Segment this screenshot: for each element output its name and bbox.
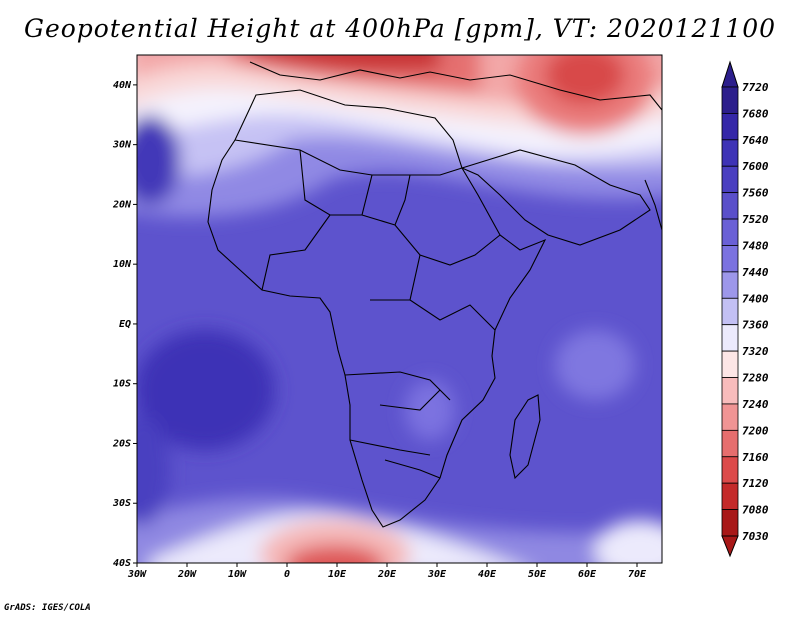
lat-tick-label: 40S <box>113 558 131 569</box>
lat-tick-label: 30N <box>112 140 132 151</box>
colorbar-swatch <box>721 165 739 194</box>
lon-tick-label: 20E <box>377 569 397 580</box>
longitude-axis: 30W 20W 10W 0 10E 20E 30E 40E 50E 60E 70E <box>127 563 647 580</box>
lat-tick-label: 30S <box>112 498 131 509</box>
colorbar-label: 7600 <box>742 160 769 173</box>
lon-tick-label: 60E <box>578 569 597 580</box>
colorbar-label: 7280 <box>742 372 769 385</box>
colorbar-label: 7200 <box>742 424 769 437</box>
colorbar-label: 7640 <box>742 134 769 147</box>
lat-tick-label: 20N <box>112 199 132 210</box>
colorbar-swatch <box>721 218 739 246</box>
lat-tick-label: 20S <box>112 438 131 449</box>
africa-coast <box>207 89 547 528</box>
lat-tick-label: EQ <box>119 319 131 330</box>
colorbar-label: 7120 <box>742 477 769 490</box>
colorbar-swatch <box>721 350 739 378</box>
colorbar-swatch <box>721 245 739 273</box>
lon-tick-label: 50E <box>528 569 547 580</box>
latitude-axis: 40N 30N 20N 10N EQ 10S 20S 30S 40S <box>112 80 137 569</box>
coastlines <box>207 61 662 528</box>
borders-4 <box>394 224 501 331</box>
borders-5 <box>370 299 441 479</box>
colorbar-swatch <box>721 297 739 326</box>
madagascar <box>509 394 541 480</box>
lon-tick-label: 10E <box>328 569 347 580</box>
credit-text: GrADS: IGES/COLA <box>4 603 91 613</box>
colorbar-swatch <box>721 192 739 220</box>
colorbar-swatch <box>721 429 739 458</box>
lon-tick-label: 20W <box>177 569 197 580</box>
arabia <box>460 149 651 246</box>
colorbar-label: 7440 <box>742 266 769 279</box>
colorbar-label: 7030 <box>742 530 769 543</box>
colorbar-min-arrow <box>721 535 739 558</box>
colorbar-label: 7160 <box>742 451 769 464</box>
colorbar-swatch <box>721 403 739 431</box>
lon-tick-label: 30W <box>127 569 147 580</box>
colorbar-swatch <box>721 271 739 299</box>
map-frame <box>136 54 663 564</box>
colorbar-label: 7680 <box>742 107 769 120</box>
colorbar-swatch <box>721 86 739 114</box>
height-field <box>137 55 662 563</box>
map-title: Geopotential Height at 400hPa [gpm], VT:… <box>23 14 777 43</box>
india-coast <box>644 179 662 231</box>
lat-tick-label: 10S <box>113 379 131 390</box>
lon-tick-label: 30E <box>427 569 447 580</box>
colorbar: 7720 7680 7640 7600 7560 7520 7480 7440 7400 7360… <box>721 60 769 558</box>
colorbar-label: 7240 <box>742 398 769 411</box>
colorbar-swatch <box>721 509 739 537</box>
lon-tick-label: 10W <box>228 569 247 580</box>
lon-tick-label: 40E <box>478 569 497 580</box>
colorbar-label: 7400 <box>742 292 769 305</box>
europe-coast <box>249 61 662 111</box>
colorbar-swatch <box>721 139 739 167</box>
colorbar-max-arrow <box>721 60 739 88</box>
colorbar-swatch <box>721 456 739 484</box>
colorbar-swatch <box>721 324 739 352</box>
lon-tick-label: 0 <box>284 569 290 580</box>
colorbar-swatch <box>721 482 739 510</box>
colorbar-label: 7480 <box>742 239 769 252</box>
colorbar-label: 7560 <box>742 187 769 200</box>
colorbar-label: 7080 <box>742 504 769 517</box>
colorbar-swatch <box>721 113 739 141</box>
colorbar-label: 7360 <box>742 319 769 332</box>
lon-tick-label: 70E <box>628 569 647 580</box>
colorbar-label: 7720 <box>742 81 769 94</box>
lat-tick-label: 10N <box>113 259 132 270</box>
colorbar-label: 7320 <box>742 345 769 358</box>
colorbar-label: 7520 <box>742 213 769 226</box>
lat-tick-label: 40N <box>113 80 132 91</box>
colorbar-swatch <box>721 377 739 405</box>
